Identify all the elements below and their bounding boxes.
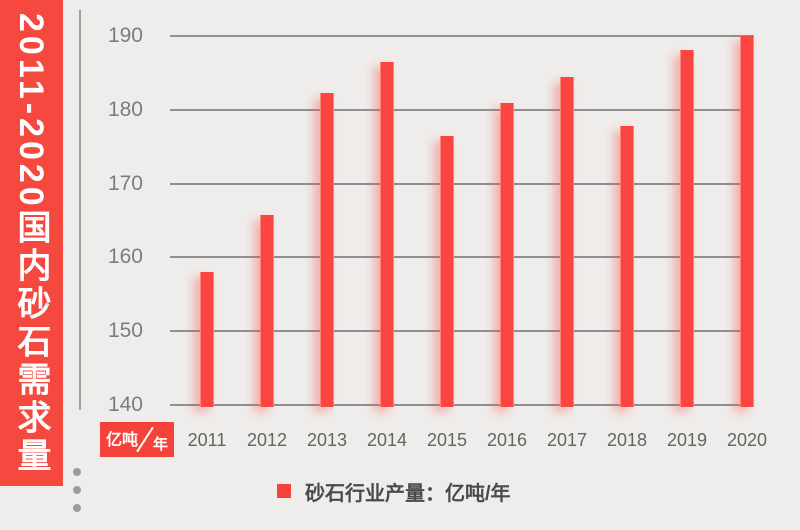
x-tick-label-2017: 2017 (546, 430, 588, 450)
x-tick-label-2019: 2019 (666, 430, 708, 450)
gridline-150 (170, 330, 754, 333)
ellipsis-dots (73, 468, 83, 522)
slash-divider-icon (136, 426, 154, 453)
bar-2020 (740, 36, 754, 407)
x-tick-label-2014: 2014 (366, 430, 408, 450)
bar-2013 (320, 92, 334, 407)
y-tick-label-180: 180 (107, 97, 143, 121)
title-banner: 2011-2020国内砂石需求量 (0, 0, 63, 486)
y-axis-line (79, 10, 81, 410)
x-tick-label-2012: 2012 (246, 430, 288, 450)
gridline-160 (170, 256, 754, 259)
x-tick-label-2015: 2015 (426, 430, 468, 450)
bar-2014 (380, 61, 394, 407)
unit-denominator: 年 (152, 436, 168, 453)
legend: 砂石行业产量：亿吨/年 (277, 480, 511, 505)
bar-2012 (260, 214, 274, 407)
x-tick-label-2020: 2020 (726, 430, 768, 450)
page-title: 2011-2020国内砂石需求量 (12, 12, 50, 476)
x-tick-label-2018: 2018 (606, 430, 648, 450)
gridline-170 (170, 182, 754, 185)
gridline-140 (170, 404, 754, 406)
unit-badge: 亿吨 年 (100, 422, 174, 457)
y-tick-label-160: 160 (107, 245, 143, 269)
y-tick-label-170: 170 (107, 171, 143, 195)
legend-label: 砂石行业产量：亿吨/年 (305, 482, 511, 505)
dot-icon (73, 504, 81, 512)
gridline-180 (170, 108, 754, 111)
bar-2015 (440, 136, 454, 407)
y-tick-label-150: 150 (107, 319, 143, 343)
x-tick-label-2011: 2011 (187, 430, 227, 450)
bar-2019 (680, 50, 694, 407)
x-tick-label-2016: 2016 (486, 430, 528, 450)
gridline-190 (170, 35, 754, 37)
bar-2016 (500, 103, 514, 407)
y-tick-label-140: 140 (107, 393, 143, 416)
bar-2018 (620, 126, 634, 407)
unit-numerator: 亿吨 (106, 432, 139, 449)
dot-icon (73, 468, 81, 476)
x-tick-label-2013: 2013 (306, 430, 348, 450)
dot-icon (73, 486, 81, 494)
y-tick-label-190: 190 (107, 24, 143, 47)
bar-2017 (560, 76, 574, 407)
legend-marker-icon (277, 484, 291, 498)
bar-2011 (200, 272, 214, 407)
